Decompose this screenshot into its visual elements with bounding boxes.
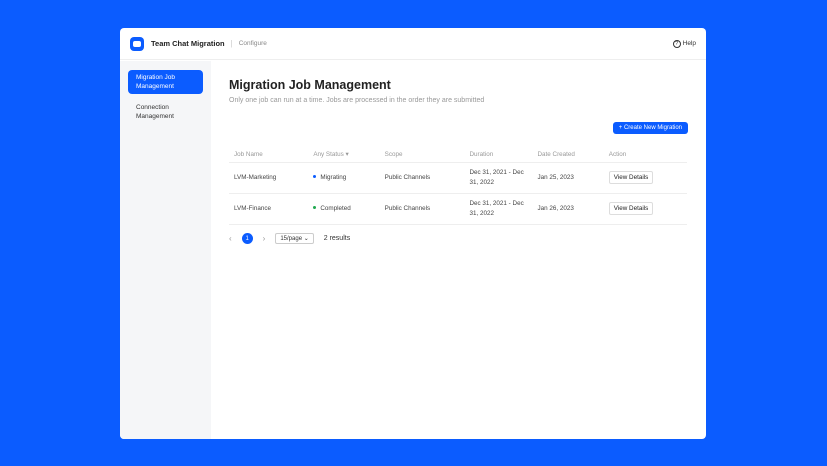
duration: Dec 31, 2021 - Dec 31, 2022 bbox=[464, 162, 533, 194]
chat-logo-icon bbox=[130, 36, 144, 51]
action: View Details bbox=[603, 193, 687, 225]
jobs-table: Job Name Any Status ▾ Scope Duration Dat… bbox=[229, 148, 687, 225]
col-date-created: Date Created bbox=[532, 148, 604, 163]
page-1-button[interactable]: 1 bbox=[241, 233, 253, 244]
app-title: Team Chat Migration bbox=[151, 39, 225, 48]
create-new-migration-button[interactable]: + Create New Migration bbox=[612, 122, 688, 134]
status-label: Completed bbox=[320, 204, 351, 212]
divider: | bbox=[230, 39, 233, 48]
date-created: Jan 26, 2023 bbox=[532, 193, 604, 225]
sidebar-item-migration-job-management[interactable]: Migration Job Management bbox=[128, 70, 203, 94]
status-dot-icon bbox=[313, 206, 317, 210]
col-job-name: Job Name bbox=[229, 148, 309, 163]
main-content: Migration Job Management Only one job ca… bbox=[229, 78, 688, 244]
date-created: Jan 25, 2023 bbox=[532, 162, 604, 194]
sidebar: Migration Job Management Connection Mana… bbox=[120, 61, 211, 439]
status-label: Migrating bbox=[320, 173, 347, 181]
table-row: LVM-Marketing Migrating Public Channels … bbox=[229, 162, 687, 194]
page-subtitle: Only one job can run at a time. Jobs are… bbox=[229, 97, 485, 104]
breadcrumb-configure[interactable]: Configure bbox=[238, 40, 267, 47]
pagination: ‹ 1 › 15/page ⌄ 2 results bbox=[229, 233, 350, 244]
col-action: Action bbox=[603, 148, 687, 163]
status: Completed bbox=[308, 193, 380, 225]
action: View Details bbox=[603, 162, 687, 194]
results-count: 2 results bbox=[323, 235, 351, 242]
status-dot-icon bbox=[313, 175, 317, 179]
chevron-down-icon: ⌄ bbox=[303, 236, 309, 242]
status: Migrating bbox=[308, 162, 380, 194]
scope: Public Channels bbox=[379, 193, 465, 225]
help-label: Help bbox=[682, 40, 696, 47]
job-name: LVM-Marketing bbox=[229, 162, 309, 194]
sidebar-item-connection-management[interactable]: Connection Management bbox=[136, 104, 174, 120]
view-details-button[interactable]: View Details bbox=[608, 201, 654, 215]
per-page-value: 15/page bbox=[280, 236, 303, 242]
table-row: LVM-Finance Completed Public Channels De… bbox=[229, 193, 687, 225]
header: Team Chat Migration | Configure ? Help bbox=[120, 28, 706, 60]
scope: Public Channels bbox=[379, 162, 465, 194]
help-icon: ? bbox=[672, 39, 681, 48]
app-window: Team Chat Migration | Configure ? Help Mi… bbox=[120, 28, 706, 439]
col-duration: Duration bbox=[464, 148, 533, 163]
table-header: Job Name Any Status ▾ Scope Duration Dat… bbox=[229, 148, 687, 163]
page-title: Migration Job Management bbox=[229, 78, 391, 92]
view-details-button[interactable]: View Details bbox=[608, 170, 654, 184]
prev-page-icon[interactable]: ‹ bbox=[229, 234, 232, 243]
help-button[interactable]: ? Help bbox=[672, 39, 696, 48]
per-page-select[interactable]: 15/page ⌄ bbox=[275, 233, 314, 244]
col-scope: Scope bbox=[379, 148, 465, 163]
next-page-icon[interactable]: › bbox=[262, 234, 266, 243]
status-filter-dropdown[interactable]: Any Status ▾ bbox=[308, 148, 380, 163]
duration: Dec 31, 2021 - Dec 31, 2022 bbox=[464, 193, 533, 225]
job-name: LVM-Finance bbox=[229, 193, 309, 225]
